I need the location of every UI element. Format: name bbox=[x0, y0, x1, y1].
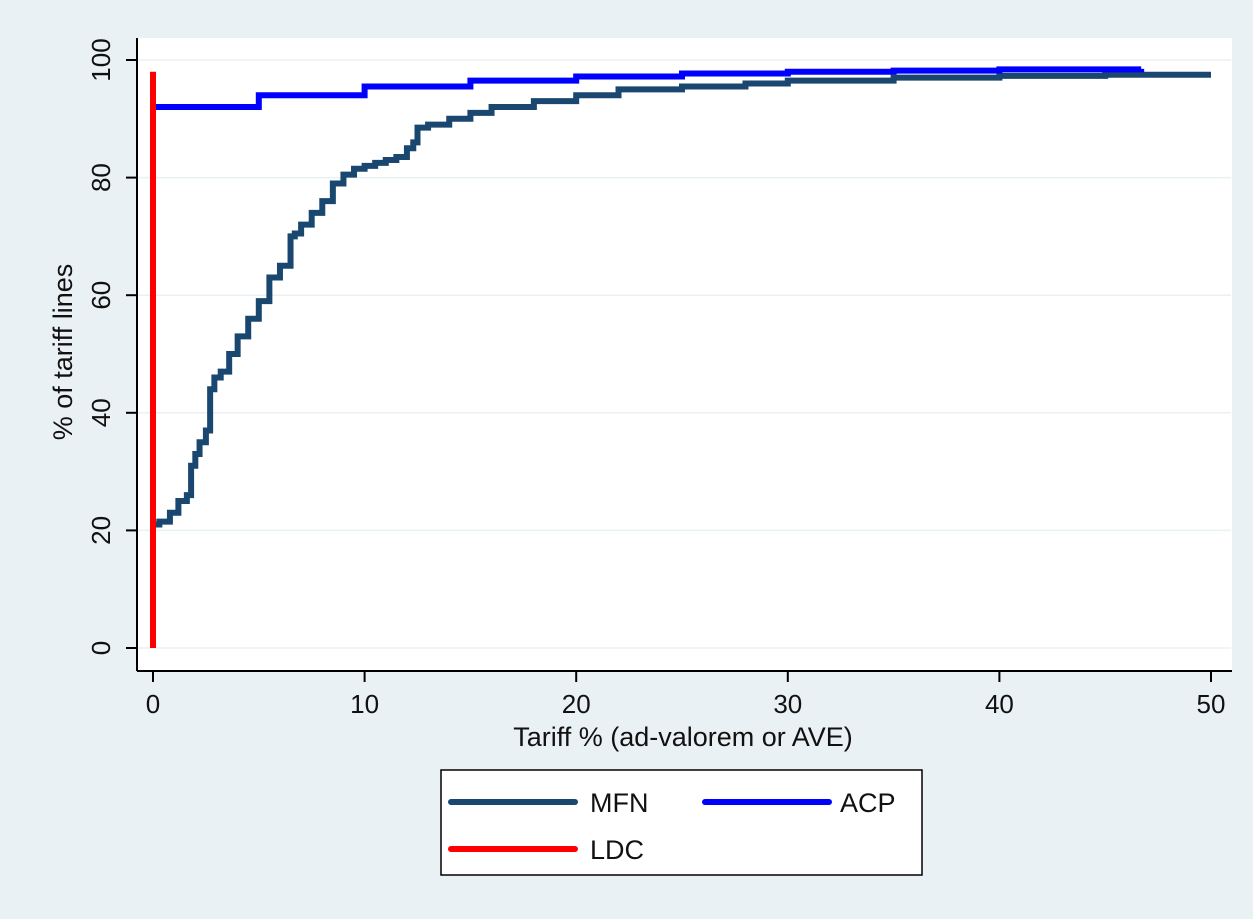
legend-label-mfn: MFN bbox=[590, 788, 648, 818]
gridlines bbox=[138, 59, 1231, 649]
series-line-mfn bbox=[153, 71, 1211, 528]
series-line-acp bbox=[153, 66, 1145, 111]
plot-area bbox=[137, 38, 1232, 671]
legend-box bbox=[440, 769, 923, 876]
legend-label-ldc: LDC bbox=[590, 835, 644, 865]
x-tick-label-40: 40 bbox=[985, 689, 1014, 719]
y-tick-label-80: 80 bbox=[86, 163, 116, 192]
y-tick-label-0: 0 bbox=[86, 641, 116, 655]
y-tick-label-20: 20 bbox=[86, 516, 116, 545]
series-lines bbox=[150, 66, 1211, 648]
x-tick-label-20: 20 bbox=[562, 689, 591, 719]
x-tick-label-30: 30 bbox=[773, 689, 802, 719]
ticks: 0 20 40 60 80 100 0 10 20 30 40 50 bbox=[86, 38, 1225, 719]
y-tick-label-60: 60 bbox=[86, 281, 116, 310]
x-tick-label-0: 0 bbox=[146, 689, 160, 719]
y-tick-label-40: 40 bbox=[86, 398, 116, 427]
x-axis-title: Tariff % (ad-valorem or AVE) bbox=[513, 722, 853, 752]
legend-label-acp: ACP bbox=[840, 788, 896, 818]
axes bbox=[136, 38, 1232, 672]
x-tick-label-50: 50 bbox=[1197, 689, 1226, 719]
x-tick-label-10: 10 bbox=[350, 689, 379, 719]
legend: MFN ACP LDC bbox=[440, 769, 923, 876]
y-axis-title: % of tariff lines bbox=[48, 264, 78, 441]
y-tick-label-100: 100 bbox=[86, 38, 116, 81]
